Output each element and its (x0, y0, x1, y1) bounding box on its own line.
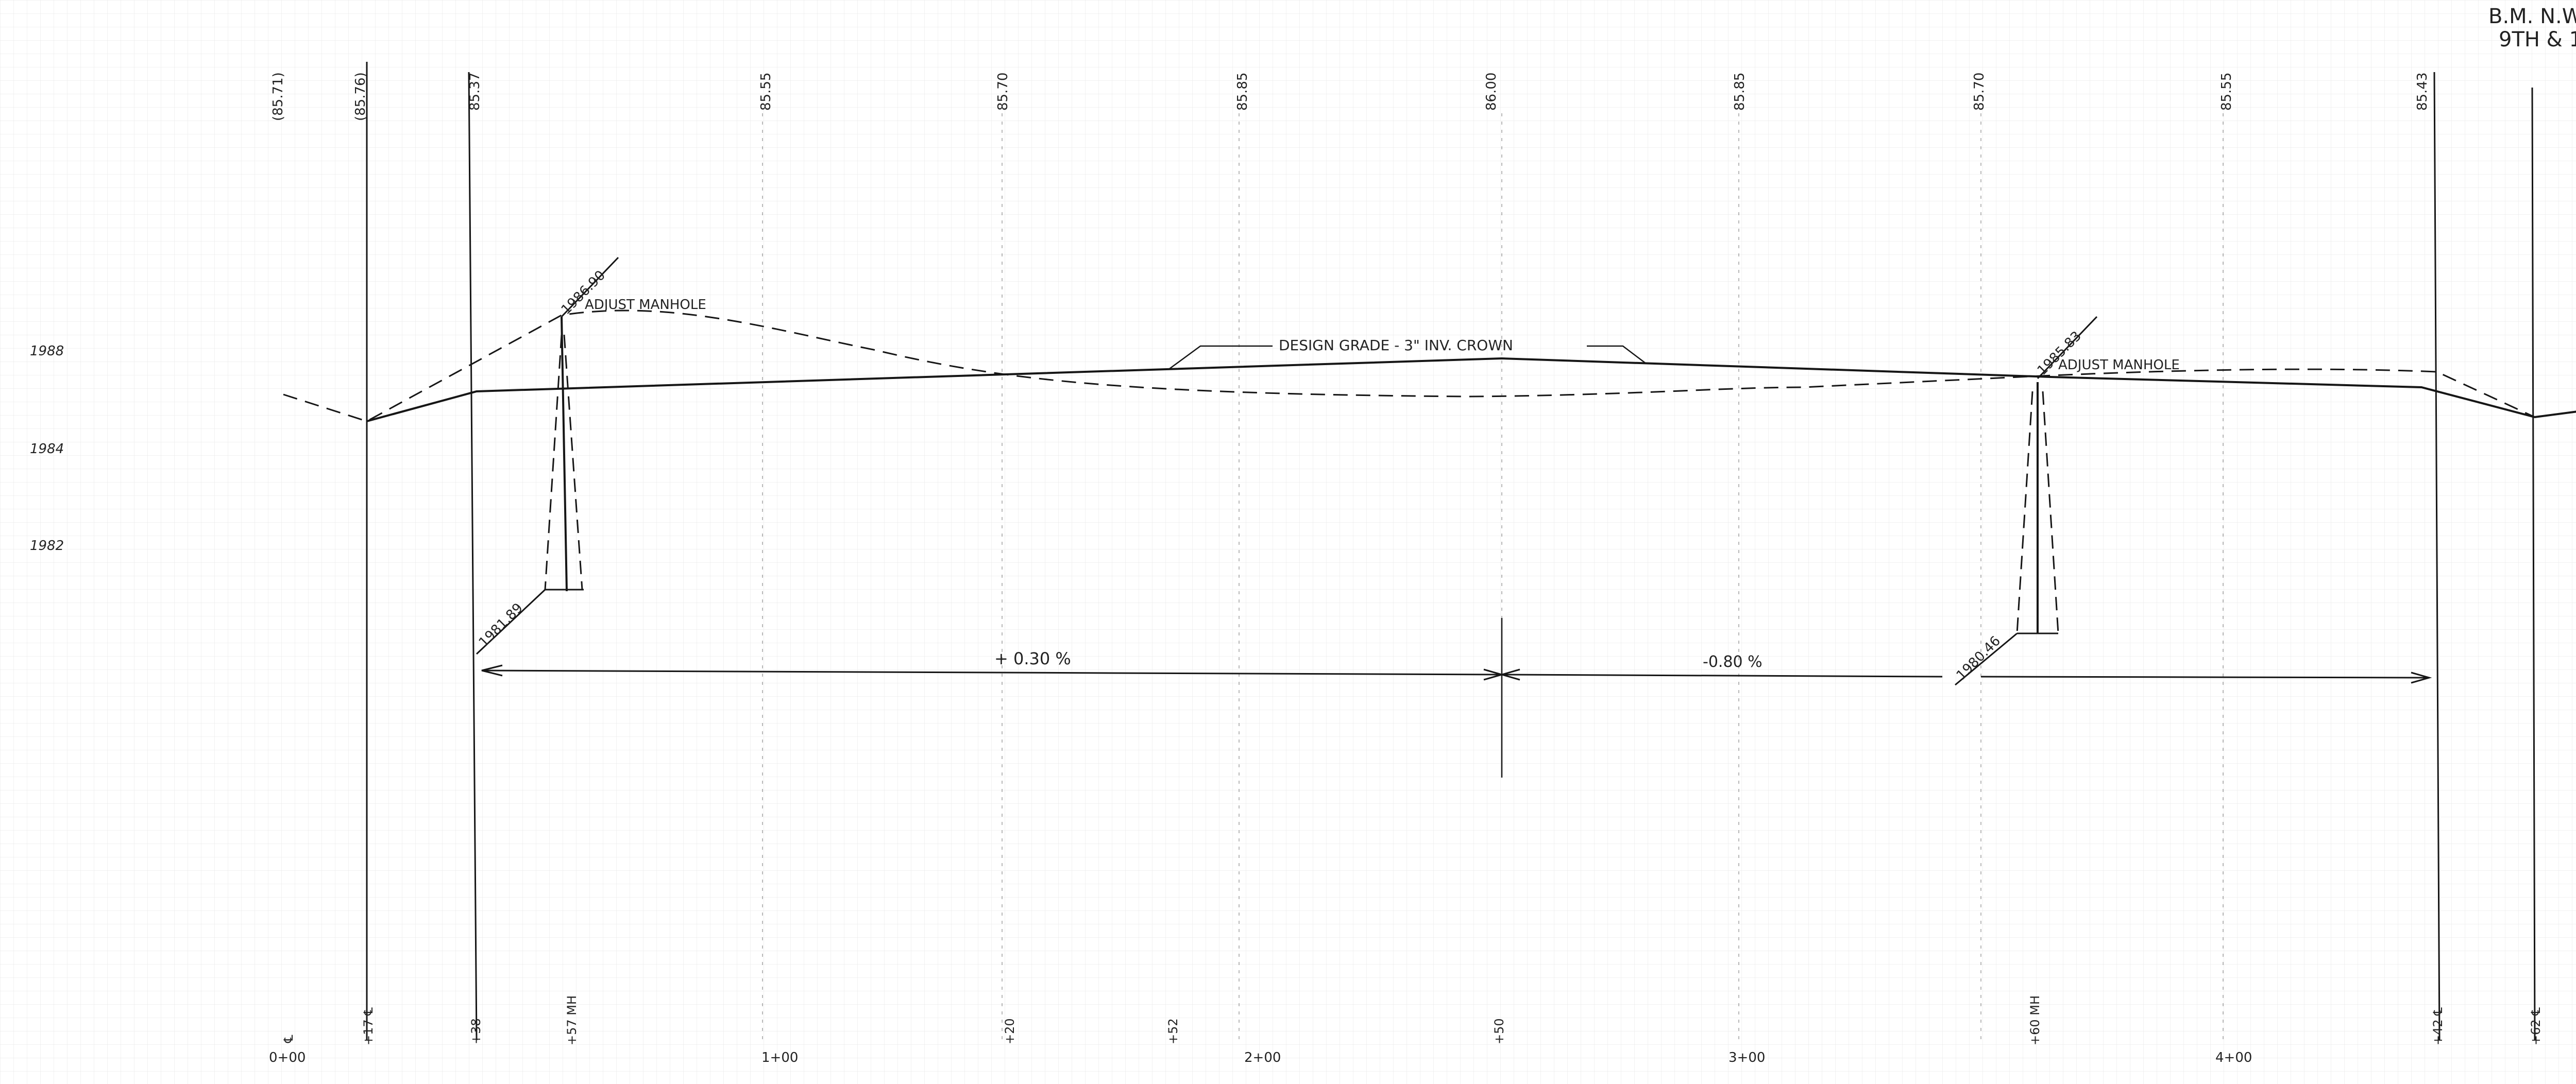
top-elevation: (85.71) (270, 72, 286, 121)
top-elevation: 85.43 (2415, 73, 2430, 111)
station-label: 2+00 (1244, 1050, 1281, 1065)
station-mark: +57 MH (565, 995, 579, 1045)
station-marks: ℄ +17 ℄ +38 +57 MH +20 +52 +50 +60 MH +4… (281, 995, 2543, 1045)
manhole-center-line (561, 316, 568, 592)
manhole-rim-leader (2037, 316, 2098, 380)
elevation-scale: 1988 1984 1982 (30, 343, 64, 554)
station-lines (366, 62, 2536, 1041)
design-grade-callout (1169, 345, 1647, 370)
station-line-4-62 (2531, 87, 2536, 1041)
benchmark-note: B.M. N.W. 9TH & 10TH (2488, 5, 2576, 51)
grade-arrowhead (2411, 672, 2432, 684)
station-mark: +38 (469, 1018, 483, 1044)
manhole-rim-leader (561, 256, 619, 318)
benchmark-line-2: 9TH & 10TH (2499, 28, 2576, 51)
top-elevation: 85.85 (1235, 73, 1250, 111)
top-elevation: (85.76) (353, 72, 368, 121)
manhole-label-right: ADJUST MANHOLE (2058, 357, 2180, 373)
right-manhole (1955, 316, 2098, 686)
station-line-0-38 (468, 72, 478, 1041)
manhole-dashed-wall (544, 334, 563, 590)
design-grade-label: DESIGN GRADE - 3" INV. CROWN (1279, 337, 1513, 354)
top-elevation: 86.00 (1484, 73, 1499, 111)
station-mark: +42 ℄ (2431, 1007, 2445, 1045)
elevation-label: 1988 (30, 343, 64, 359)
manhole-label-left: ADJUST MANHOLE (585, 297, 706, 313)
station-mark: ℄ (281, 1035, 296, 1043)
callout-leader-left (1169, 345, 1273, 370)
grade-label-right: -0.80 % (1703, 653, 1762, 671)
station-mark: +17 ℄ (361, 1007, 376, 1045)
grade-arrow-right (1980, 676, 2430, 679)
station-label: 3+00 (1728, 1050, 1765, 1065)
top-elevation: 85.70 (995, 73, 1011, 111)
station-mark: +52 (1166, 1018, 1180, 1044)
invert-leader (1955, 632, 2018, 686)
station-line-4-42 (2433, 72, 2441, 1041)
benchmark-line-1: B.M. N.W. (2488, 5, 2576, 28)
station-mark: +20 (1003, 1018, 1017, 1044)
station-label: 1+00 (761, 1050, 798, 1065)
callout-leader-right (1587, 345, 1647, 364)
grade-arrows (481, 664, 2432, 684)
station-tick-lines (762, 113, 2224, 1040)
top-elevation: 85.55 (758, 73, 774, 111)
station-mark: +60 MH (2028, 995, 2042, 1045)
grade-arrowhead (1499, 668, 1520, 681)
station-label: 0+00 (269, 1050, 306, 1065)
top-elevation: 85.85 (1732, 73, 1748, 111)
top-elevations: (85.71) (85.76) 85.37 85.55 85.70 85.85 … (270, 72, 2430, 121)
station-label: 4+00 (2215, 1050, 2252, 1065)
grade-arrow-left (481, 669, 1502, 676)
elevation-label: 1982 (30, 538, 64, 554)
design-grade-profile (366, 357, 2576, 422)
station-mark: +50 (1492, 1018, 1506, 1044)
elevation-label: 1984 (30, 441, 64, 457)
station-axis-labels: 0+00 1+00 2+00 3+00 4+00 (269, 1050, 2252, 1065)
existing-ground-profile (283, 309, 2535, 422)
manhole-dashed-wall (563, 334, 583, 590)
grade-label-left: + 0.30 % (994, 649, 1071, 668)
top-elevation: 85.70 (1972, 73, 1987, 111)
grade-arrowhead (481, 664, 503, 677)
top-elevation: 85.37 (467, 73, 483, 111)
top-elevation: 85.55 (2219, 73, 2234, 111)
invert-leader (476, 589, 546, 655)
station-mark: +62 ℄ (2529, 1007, 2543, 1045)
left-manhole (476, 256, 619, 655)
grade-arrow-right (1501, 674, 1943, 678)
